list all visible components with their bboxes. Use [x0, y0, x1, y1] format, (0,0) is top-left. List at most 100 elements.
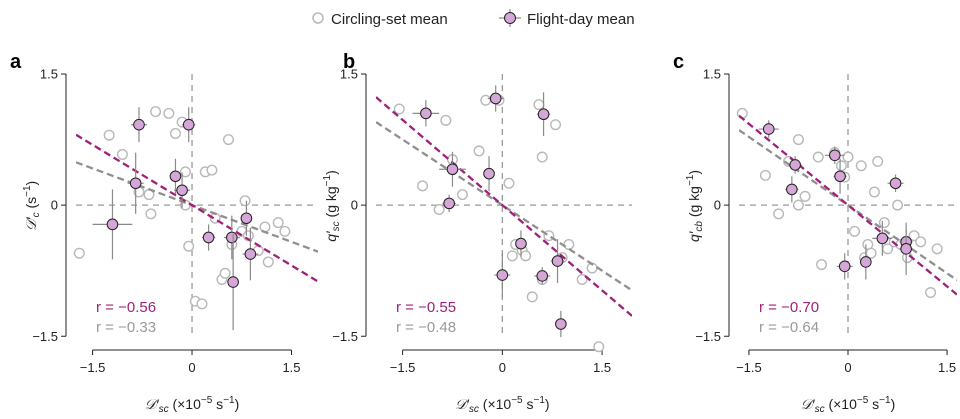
r-flight-label: r = −0.70 — [759, 299, 819, 316]
flight-day-point — [443, 197, 455, 210]
circling-set-point — [259, 221, 271, 233]
circling-set-point — [520, 250, 532, 262]
circling-set-point — [915, 236, 927, 248]
fit-lines — [739, 114, 957, 296]
circling-set-point — [145, 208, 157, 220]
flight-day-point — [244, 248, 257, 260]
x-tick-label: −1.5 — [390, 360, 416, 375]
circling-set-point — [536, 151, 548, 163]
panel-b: b −1.5 0 1.5 −1.5 0 1.5 r = −0.55 r = −0.48 𝒟′sc… — [322, 51, 632, 415]
flight-day-point — [789, 159, 801, 171]
circling-set-point — [506, 250, 518, 262]
legend-flight-label: Flight-day mean — [527, 11, 635, 28]
circling-set-point — [925, 287, 937, 299]
circling-set-point — [169, 127, 181, 139]
x-tick-label: −1.5 — [736, 360, 762, 375]
flight-day-point — [889, 177, 902, 190]
y-tick-label: −1.5 — [32, 329, 58, 344]
flight-day-point — [537, 108, 550, 121]
circling-set-point — [773, 208, 785, 220]
circling-set-point — [163, 107, 175, 119]
y-axis-label: q′cb (g kg−1) — [685, 170, 705, 242]
flight-day-point — [838, 260, 851, 273]
circling-set-point — [593, 341, 605, 353]
x-tick-label: 1.5 — [938, 360, 956, 375]
x-tick-label: 1.5 — [282, 360, 300, 375]
flight-day-point — [226, 231, 238, 244]
panel-a: a −1.5 0 1.5 −1.5 0 1.5 r = −0.56 r = −0.33 𝒟′sc… — [10, 51, 318, 415]
circling-set-point — [456, 189, 468, 201]
y-tick-label: 1.5 — [340, 67, 358, 82]
flight-day-point — [202, 231, 215, 244]
r-circling-label: r = −0.64 — [759, 319, 819, 336]
circling-set-point — [533, 99, 545, 111]
flight-day-point — [860, 256, 872, 268]
circling-set-point — [473, 145, 485, 157]
flight-day-point — [496, 269, 509, 281]
circling-set-point — [526, 291, 538, 303]
circling-set-point — [222, 134, 234, 146]
x-tick-label: 1.5 — [593, 360, 611, 375]
circling-set-point — [103, 129, 115, 141]
flight-day-point — [129, 177, 142, 190]
circling-set-point — [908, 230, 920, 242]
fit-line-flight — [376, 96, 632, 317]
fit-line-flight — [739, 114, 957, 296]
circling-set-point — [842, 151, 854, 163]
circling-set-point — [480, 94, 492, 106]
fit-line-circling — [376, 121, 632, 292]
flight-day-point — [900, 243, 912, 255]
flight-day-point — [240, 212, 253, 225]
circling-set-point — [433, 203, 445, 215]
circling-set-point — [872, 155, 884, 167]
y-tick-label: 0 — [714, 198, 721, 213]
circling-set-point — [179, 166, 191, 178]
circling-set-point — [393, 103, 405, 115]
flight-day-point — [515, 237, 527, 250]
circling-set-point — [150, 106, 162, 118]
x-tick-label: 0 — [844, 360, 851, 375]
fit-lines — [376, 96, 632, 317]
y-tick-label: 0 — [51, 198, 58, 213]
flight-day-point — [169, 170, 182, 183]
y-tick-label: 0 — [351, 198, 358, 213]
circling-set-point — [792, 199, 804, 211]
panel-b-letter: b — [343, 51, 355, 73]
y-tick-label: −1.5 — [695, 329, 721, 344]
circling-set-point — [440, 114, 452, 126]
flight-day-point — [876, 232, 889, 245]
flight-day-point — [786, 183, 798, 196]
x-axis-label: 𝒟′sc (×10−5 s−1) — [801, 395, 896, 414]
flight-day-point — [555, 318, 567, 330]
circling-set-point — [736, 107, 748, 119]
circling-set-point — [759, 169, 771, 181]
y-tick-label: −1.5 — [332, 329, 358, 344]
circling-set-point — [868, 186, 880, 198]
fit-line-circling — [76, 161, 318, 253]
circling-set-point — [563, 238, 575, 250]
circling-set-point — [792, 134, 804, 146]
r-flight-label: r = −0.55 — [396, 299, 456, 316]
flight-day-point — [489, 92, 502, 105]
flight-day-point — [536, 270, 549, 282]
circling-set-point — [417, 180, 429, 192]
x-tick-label: 0 — [499, 360, 506, 375]
fit-line-flight — [76, 133, 318, 283]
flight-day-point — [551, 255, 564, 267]
r-circling-label: r = −0.48 — [396, 319, 456, 336]
circling-set-point — [550, 119, 562, 131]
circling-set-point — [931, 243, 943, 255]
x-axis-label: 𝒟′sc (×10−5 s−1) — [455, 395, 549, 414]
flight-day-point — [106, 218, 119, 231]
legend-circling-marker — [312, 12, 324, 24]
circling-set-point — [816, 259, 828, 271]
circling-set-point — [239, 195, 251, 207]
x-axis-label: 𝒟′sc (×10−5 s−1) — [145, 395, 240, 414]
flight-day-point — [828, 149, 841, 162]
legend: Circling-set mean Flight-day mean — [312, 9, 635, 28]
panel-a-letter: a — [10, 51, 22, 73]
y-axis-label: 𝒟′c (s−1) — [22, 181, 42, 231]
circling-set-point — [279, 225, 291, 237]
circling-set-point — [892, 199, 904, 211]
flight-day-point — [133, 118, 145, 131]
